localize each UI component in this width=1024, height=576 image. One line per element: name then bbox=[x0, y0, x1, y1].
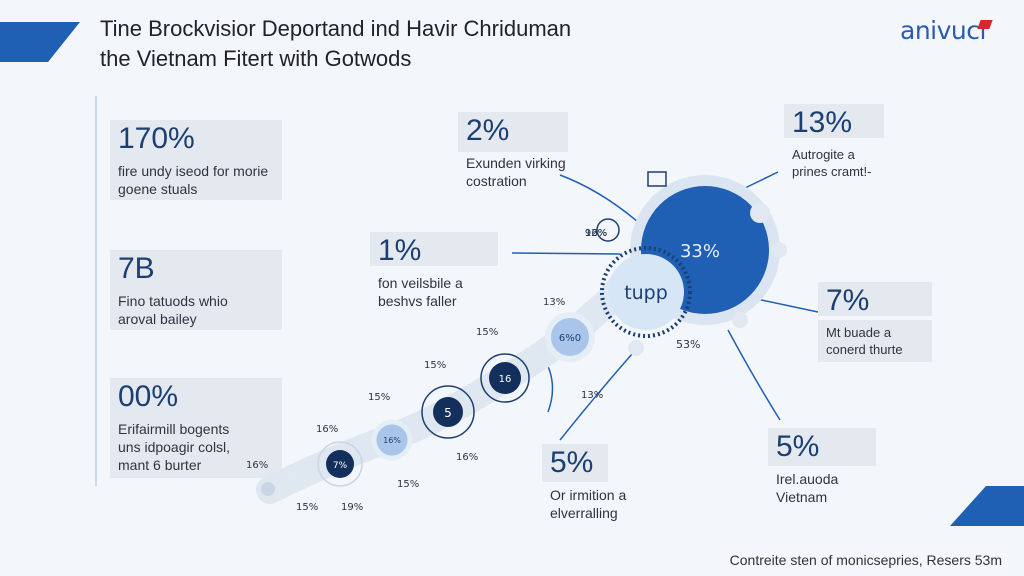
connector-line-5pct-right bbox=[727, 329, 781, 421]
callout-card-7pct: 7% Mt buade a conerd thurte bbox=[818, 282, 958, 362]
stat-card-2: 7B Fino tatuods whio aroval bailey bbox=[110, 250, 288, 332]
callout-card-13pct-bg bbox=[784, 104, 884, 138]
stat-card-2-value: 7B bbox=[118, 252, 155, 285]
left-divider-line bbox=[95, 96, 97, 486]
node-n4-circle bbox=[371, 419, 413, 461]
callout-card-2pct-value: 2% bbox=[466, 114, 510, 147]
corner-band-top-left bbox=[0, 22, 80, 62]
deco-circle-1 bbox=[750, 203, 770, 223]
node-mid-dashed-ring bbox=[600, 246, 692, 338]
callout-card-1pct-desc: fon veilsbile a beshvs faller bbox=[378, 275, 463, 309]
connector-line-1pct bbox=[511, 252, 621, 255]
connector-line-7pct bbox=[751, 297, 819, 313]
small-label-4: 15% bbox=[368, 392, 391, 403]
node-n5-circle bbox=[326, 450, 354, 478]
deco-box-icon bbox=[647, 171, 667, 187]
node-big-label: 33% bbox=[680, 241, 720, 262]
stat-card-3-bg bbox=[110, 378, 282, 478]
small-label-1: 13% bbox=[543, 297, 566, 308]
callout-card-1pct-bg bbox=[370, 232, 498, 266]
callout-card-5pct-middle-bg bbox=[542, 444, 608, 482]
small-label-13: 53% bbox=[676, 338, 701, 351]
node-n6-circle bbox=[261, 482, 275, 496]
deco-circle-2 bbox=[771, 242, 787, 258]
stat-card-2-bg bbox=[110, 250, 282, 330]
callout-card-5pct-right: 5% Irel.auoda Vietnam bbox=[768, 428, 908, 510]
callout-card-1pct-value: 1% bbox=[378, 234, 422, 267]
node-n3-circle bbox=[433, 397, 463, 427]
small-label-9: 15% bbox=[397, 479, 420, 490]
node-n3-label: 5 bbox=[444, 406, 452, 420]
title-line-2: the Vietnam Fitert with Gotwods bbox=[100, 46, 412, 71]
node-mid-circle bbox=[608, 254, 684, 330]
node-n2-circle bbox=[489, 362, 521, 394]
small-label-10: 16% bbox=[456, 452, 479, 463]
node-mid-label: tupp bbox=[624, 282, 668, 304]
connector-line-5pct-middle bbox=[559, 344, 641, 441]
callout-card-5pct-middle-value: 5% bbox=[550, 446, 594, 479]
footer-note: Contreite sten of monicsepries, Resers 5… bbox=[729, 552, 1002, 568]
small-label-5: 16% bbox=[316, 424, 339, 435]
callout-card-1pct: 1% fon veilsbile a beshvs faller bbox=[370, 232, 510, 314]
node-n4-label: 16% bbox=[383, 436, 401, 445]
small-label-2: 15% bbox=[476, 327, 499, 338]
node-n3-ring bbox=[421, 385, 475, 439]
stat-card-1-desc: fire undy iseod for morie goene stuals bbox=[118, 163, 269, 197]
stat-card-2-desc: Fino tatuods whio aroval bailey bbox=[118, 293, 228, 327]
page-title: Tine Brockvisior Deportand ind Havir Chr… bbox=[100, 14, 571, 74]
callout-card-13pct-desc: Autrogite a prines cramt!- bbox=[792, 147, 872, 179]
small-label-11: 13% bbox=[581, 390, 604, 401]
callout-card-2pct-desc: Exunden virking costration bbox=[466, 155, 566, 189]
callout-card-5pct-right-value: 5% bbox=[776, 430, 820, 463]
stat-card-1: 170% fire undy iseod for morie goene stu… bbox=[110, 120, 288, 202]
node-n2-label: 16 bbox=[499, 374, 512, 385]
corner-band-bottom-right-shape bbox=[950, 486, 1024, 526]
small-label-8: 19% bbox=[341, 502, 364, 513]
small-label-7: 15% bbox=[296, 502, 319, 513]
node-n5-label: 7% bbox=[333, 461, 348, 471]
callout-card-2pct: 2% Exunden virking costration bbox=[458, 112, 598, 194]
callout-card-13pct: 13% Autrogite a prines cramt!- bbox=[784, 104, 924, 184]
stat-card-1-value: 170% bbox=[118, 122, 195, 155]
node-n1-circle bbox=[545, 312, 595, 362]
stat-card-3: 00% Erifairmill bogents uns idpoagir col… bbox=[110, 378, 288, 478]
callout-card-7pct-bg bbox=[818, 282, 932, 316]
node-n1-label: 6%0 bbox=[559, 333, 581, 344]
small-label-6: 16% bbox=[246, 460, 269, 471]
node-n5-ring bbox=[317, 441, 363, 487]
stat-card-1-bg bbox=[110, 120, 282, 200]
deco-circle-5 bbox=[596, 218, 620, 242]
title-line-1: Tine Brockvisior Deportand ind Havir Chr… bbox=[100, 16, 572, 41]
callout-card-5pct-middle-desc: Or irmition a elverralling bbox=[550, 487, 627, 521]
stat-card-3-value: 00% bbox=[118, 380, 179, 413]
node-n7-circle bbox=[287, 471, 297, 481]
deco-circle-3 bbox=[732, 312, 748, 328]
callout-card-7pct-desc: Mt buade a conerd thurte bbox=[818, 320, 932, 362]
small-label-3: 15% bbox=[424, 360, 447, 371]
connector-line-13pct bbox=[744, 171, 779, 189]
callout-card-2pct-bg bbox=[458, 112, 568, 152]
callout-card-5pct-right-desc: Irel.auoda Vietnam bbox=[776, 471, 839, 505]
node-n2-ring bbox=[480, 353, 530, 403]
stat-card-3-desc: Erifairmill bogents uns idpoagir colsl, … bbox=[118, 421, 231, 473]
mini-node-label: 92% bbox=[585, 228, 607, 239]
callout-card-7pct-value: 7% bbox=[826, 284, 870, 317]
corner-band-top-left-shape bbox=[0, 22, 80, 62]
callout-card-5pct-right-bg bbox=[768, 428, 876, 466]
corner-band-bottom-right bbox=[950, 486, 1024, 526]
callout-card-5pct-middle: 5% Or irmition a elverralling bbox=[542, 444, 682, 526]
connector-line-2pct bbox=[559, 174, 639, 223]
deco-circle-4 bbox=[628, 340, 644, 356]
brand-logo: anivuci bbox=[900, 16, 986, 45]
callout-card-13pct-value: 13% bbox=[792, 106, 853, 139]
small-label-12: 16% bbox=[585, 228, 608, 239]
